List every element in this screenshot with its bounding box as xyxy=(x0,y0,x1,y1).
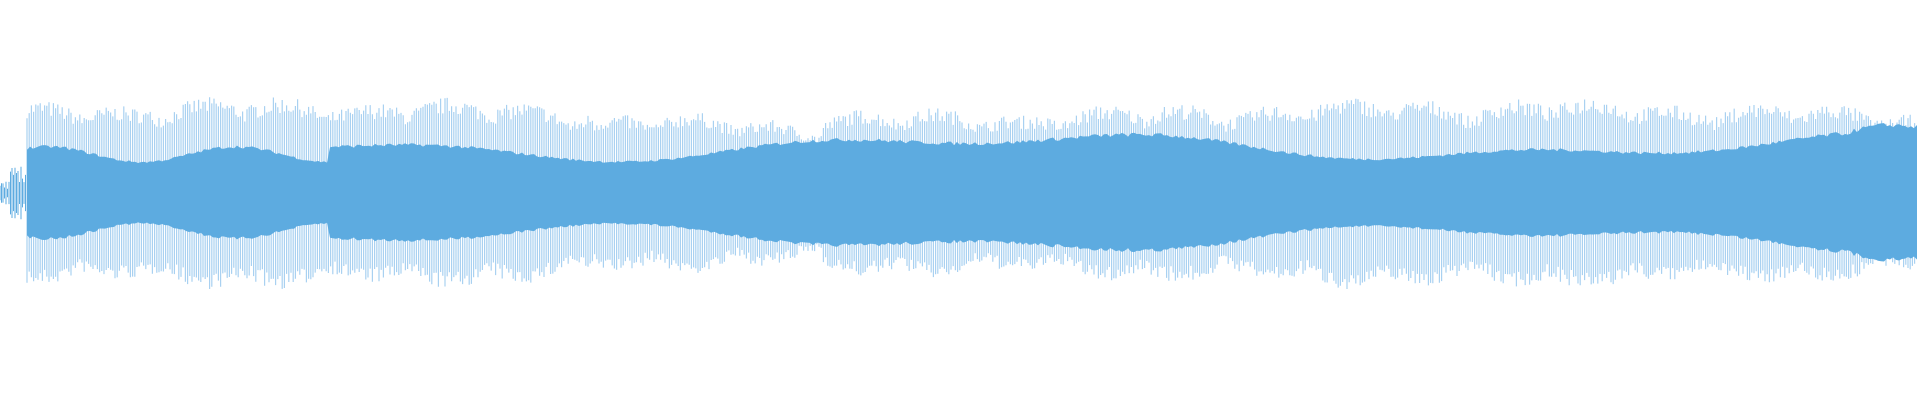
waveform-rms xyxy=(27,123,1917,262)
waveform-intro xyxy=(0,166,26,220)
